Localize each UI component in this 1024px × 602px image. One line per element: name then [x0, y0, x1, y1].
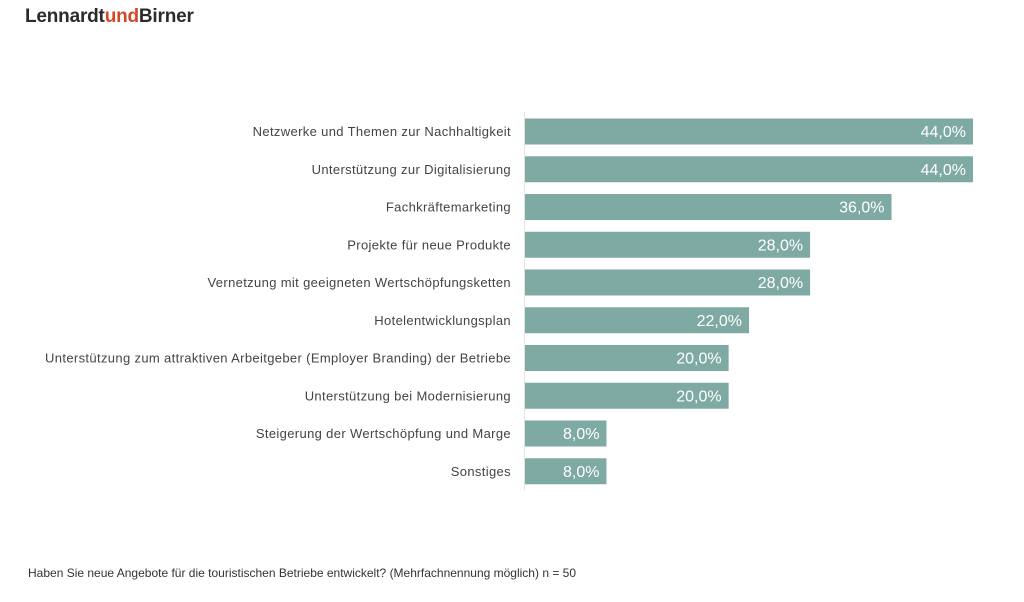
bar — [525, 458, 607, 485]
bar-value-label: 44,0% — [921, 162, 966, 179]
category-label: Unterstützung zur Digitalisierung — [312, 162, 511, 177]
bar-value-label: 8,0% — [563, 464, 599, 481]
bar-value-label: 28,0% — [758, 275, 803, 292]
category-label: Unterstützung zum attraktiven Arbeitgebe… — [45, 351, 511, 366]
bar-value-label: 20,0% — [676, 351, 721, 368]
category-label: Steigerung der Wertschöpfung und Marge — [256, 426, 511, 441]
bar — [525, 269, 811, 296]
bar — [525, 345, 729, 371]
brand-logo: LennardtundBirner — [25, 6, 194, 28]
category-label: Hotelentwicklungsplan — [374, 313, 511, 328]
bar — [525, 194, 892, 220]
bar-value-label: 20,0% — [676, 388, 721, 405]
bar — [525, 231, 811, 258]
bar — [525, 307, 749, 334]
logo-part-birner: Birner — [138, 6, 194, 27]
footnote: Haben Sie neue Angebote für die touristi… — [28, 566, 577, 580]
bar — [525, 156, 973, 183]
bars-group: Netzwerke und Themen zur Nachhaltigkeit 4… — [45, 118, 973, 485]
category-label: Projekte für neue Produkte — [347, 237, 511, 252]
bar — [525, 420, 607, 447]
bar — [525, 118, 973, 145]
category-label: Sonstiges — [451, 464, 511, 479]
bar-value-label: 28,0% — [758, 237, 803, 254]
bar-value-label: 36,0% — [839, 200, 884, 217]
bar-value-label: 22,0% — [697, 313, 742, 330]
logo-part-lennardt: Lennardt — [25, 6, 105, 27]
bar-value-label: 8,0% — [563, 426, 599, 443]
logo-part-und: und — [104, 6, 139, 27]
bar-value-label: 44,0% — [921, 124, 966, 141]
bar — [525, 382, 729, 409]
category-label: Unterstützung bei Modernisierung — [305, 388, 511, 403]
category-label: Fachkräftemarketing — [386, 200, 511, 215]
category-label: Netzwerke und Themen zur Nachhaltigkeit — [253, 124, 511, 139]
category-label: Vernetzung mit geeigneten Wertschöpfungs… — [208, 275, 512, 290]
